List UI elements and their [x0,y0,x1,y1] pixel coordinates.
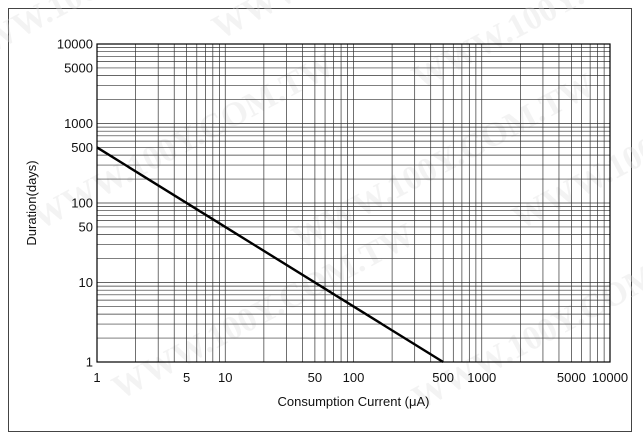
x-tick-label: 5000 [557,370,586,385]
y-tick-label: 5000 [64,60,93,75]
y-tick-labels: 1 10 50 100 500 1000 5000 10000 [57,37,93,370]
x-tick-label: 1 [93,370,100,385]
x-tick-label: 10 [218,370,232,385]
y-tick-label: 10 [79,275,93,290]
x-tick-label: 5 [183,370,190,385]
grid-lines [97,44,610,362]
x-tick-labels: 1 5 10 50 100 500 1000 5000 10000 [93,370,628,385]
watermark-text: WWW.100Y.COM.TW [406,226,643,417]
series-line-0 [96,146,444,364]
plot-area-border [96,43,611,363]
y-tick-label: 100 [71,196,93,211]
y-tick-label: 50 [79,219,93,234]
x-tick-label: 100 [343,370,365,385]
y-tick-label: 1000 [64,116,93,131]
x-tick-label: 500 [432,370,454,385]
x-tick-label: 10000 [592,370,628,385]
x-tick-label: 1000 [467,370,496,385]
x-axis-title: Consumption Current (μA) [278,394,430,409]
watermark-text: WWW.100Y.COM.TW [406,0,643,97]
y-tick-label: 500 [71,140,93,155]
series-layer [96,146,444,364]
y-tick-label: 1 [86,355,93,370]
x-tick-label: 50 [308,370,322,385]
y-tick-label: 10000 [57,37,93,52]
chart-frame [8,8,632,432]
y-axis-title: Duration(days) [24,160,39,245]
